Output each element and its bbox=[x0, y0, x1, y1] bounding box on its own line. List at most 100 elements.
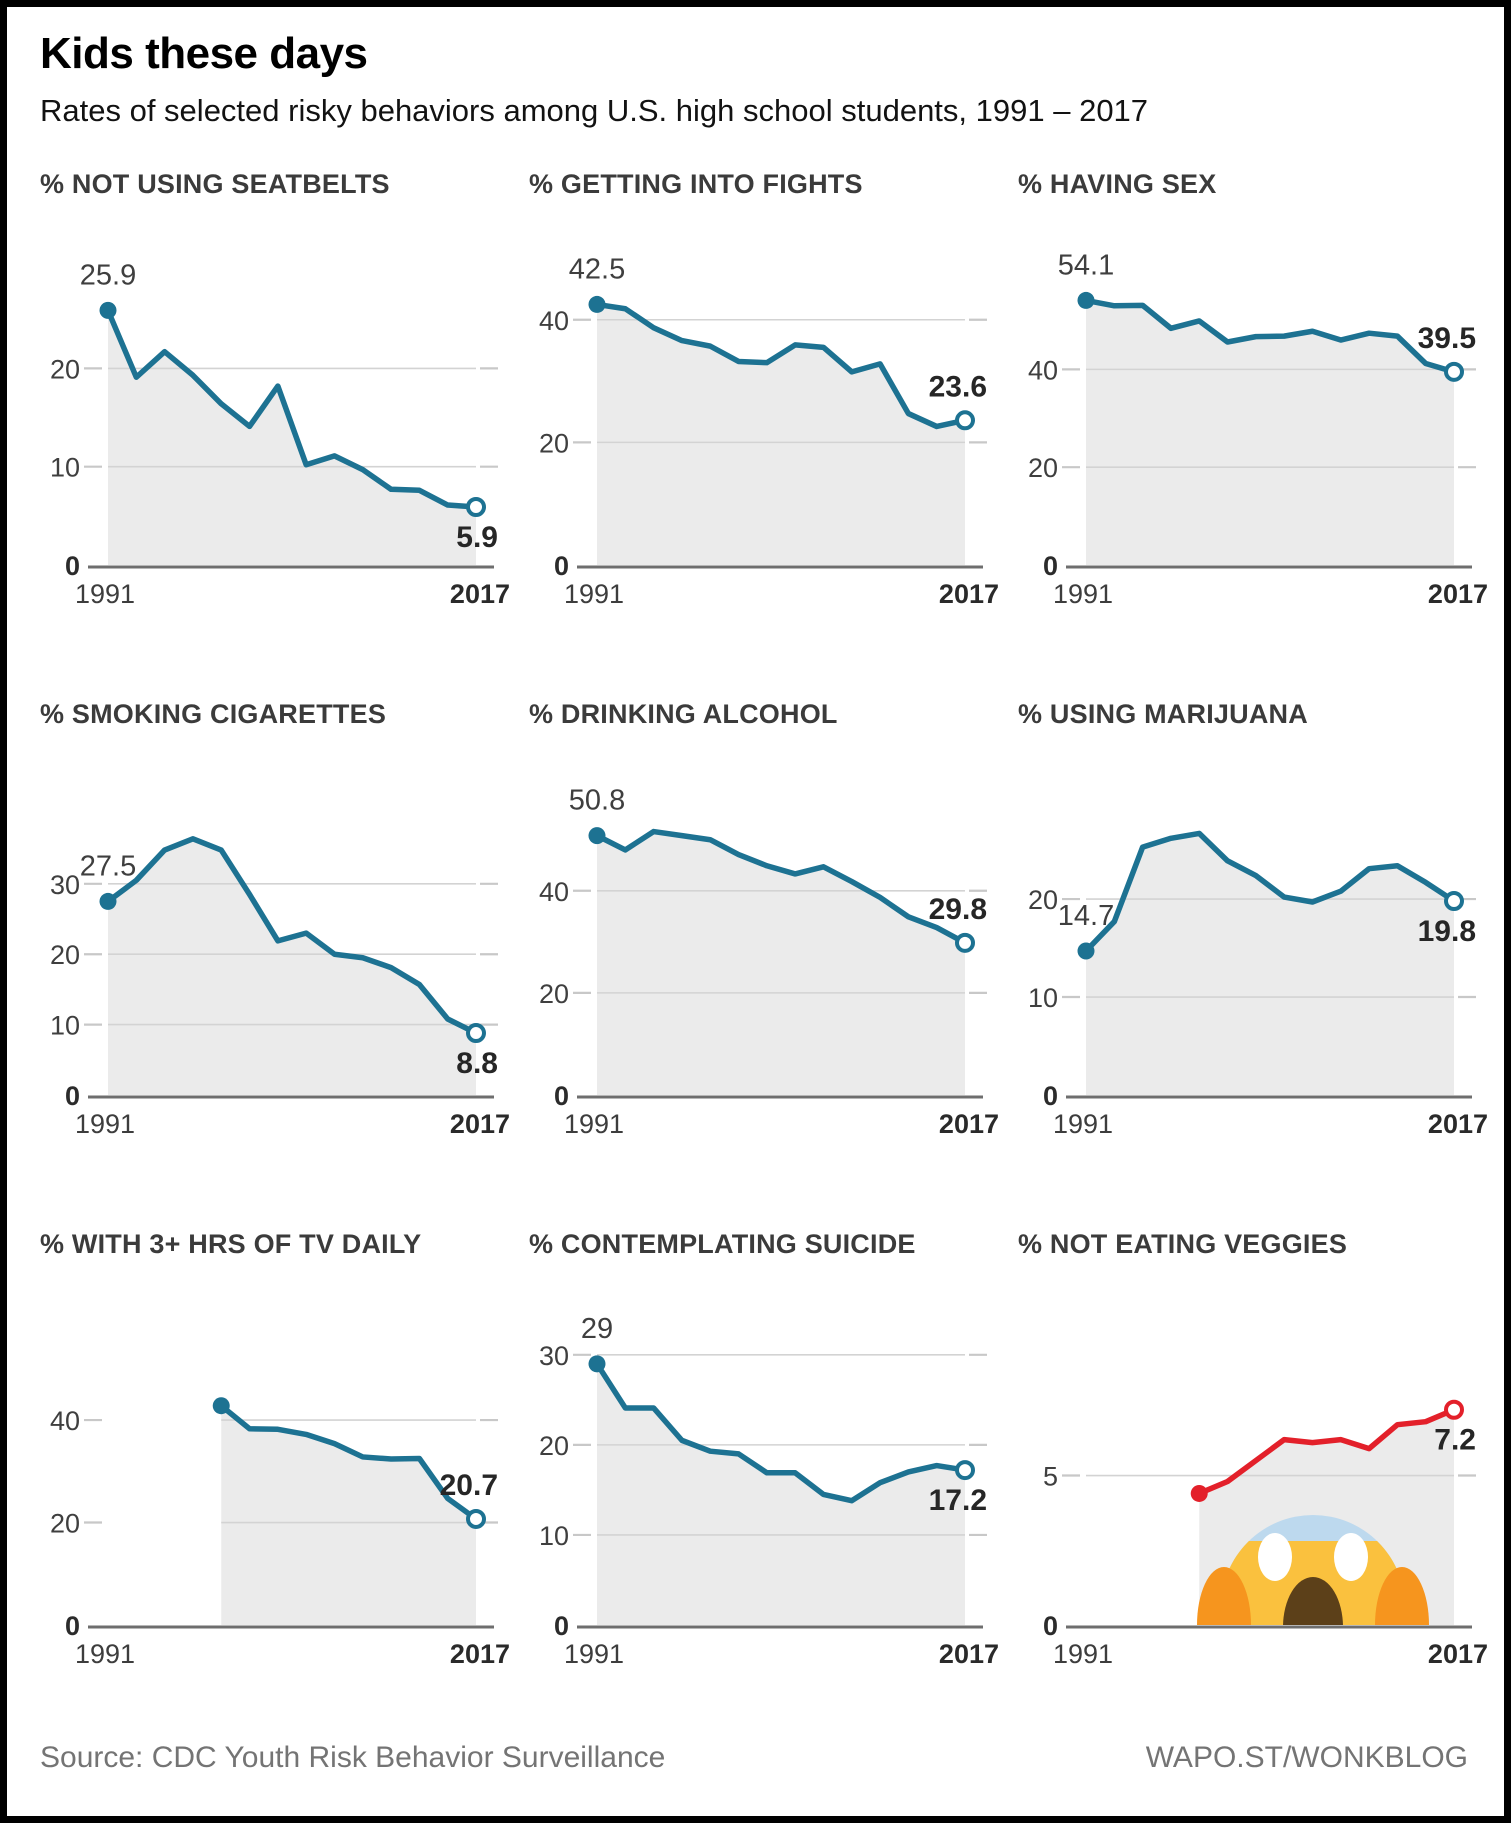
y-zero-label: 0 bbox=[1043, 1081, 1058, 1111]
chart-tile-cigarettes: % SMOKING CIGARETTES 10 20 30 0 27.5 8.8 1991 2… bbox=[40, 699, 520, 1165]
end-dot bbox=[955, 410, 975, 431]
end-dot bbox=[466, 1508, 486, 1529]
y-tick-label: 20 bbox=[1028, 885, 1058, 915]
chart-veggies-plot: 5 0 7.2 1991 2017 bbox=[1043, 1399, 1488, 1669]
y-tick-label: 20 bbox=[539, 428, 569, 458]
chart-tile-suicide: % CONTEMPLATING SUICIDE 10 20 30 0 29 17.2 199… bbox=[529, 1229, 1009, 1695]
brand-text: WAPO.ST/WONKBLOG bbox=[1145, 1740, 1468, 1774]
y-tick-label: 20 bbox=[539, 1431, 569, 1461]
end-dot bbox=[1444, 890, 1464, 911]
year-label-end: 2017 bbox=[450, 1109, 510, 1139]
trend-line bbox=[1198, 1406, 1456, 1496]
y-zero-label: 0 bbox=[65, 551, 80, 581]
y-zero-label: 0 bbox=[65, 1611, 80, 1641]
emoji-hand-left bbox=[1197, 1566, 1251, 1625]
chart-marijuana-plot: 10 20 0 14.7 19.8 1991 2017 bbox=[1028, 830, 1488, 1139]
trend-line bbox=[1085, 297, 1455, 375]
chart-tile-sex: % HAVING SEX 20 40 0 54.1 39.5 1991 2017 bbox=[1018, 169, 1498, 635]
year-label-start: 1991 bbox=[564, 579, 624, 609]
start-dot bbox=[1077, 942, 1095, 960]
page: Kids these days Rates of selected risky … bbox=[7, 7, 1504, 1775]
y-zero-label: 0 bbox=[554, 551, 569, 581]
y-tick-label: 40 bbox=[1028, 355, 1058, 385]
y-zero-label: 0 bbox=[1043, 551, 1058, 581]
chart-tile-alcohol: % DRINKING ALCOHOL 20 40 0 50.8 29.8 1991 2017 bbox=[529, 699, 1009, 1165]
chart-title: % USING MARIJUANA bbox=[1018, 698, 1308, 729]
y-zero-label: 0 bbox=[65, 1081, 80, 1111]
footer: Source: CDC Youth Risk Behavior Surveill… bbox=[40, 1741, 1480, 1775]
chart-tv-plot: 20 40 0 20.7 1991 2017 bbox=[50, 1396, 510, 1669]
year-label-start: 1991 bbox=[1053, 1109, 1113, 1139]
y-tick-label: 40 bbox=[50, 1406, 80, 1436]
trend-line bbox=[219, 1403, 478, 1521]
chart-title: % SMOKING CIGARETTES bbox=[40, 698, 387, 729]
year-label-end: 2017 bbox=[450, 1639, 510, 1669]
scream-emoji bbox=[1197, 1514, 1429, 1625]
chart-title: % WITH 3+ HRS OF TV DAILY bbox=[40, 1228, 422, 1259]
y-tick-label: 20 bbox=[539, 979, 569, 1009]
start-dot bbox=[588, 1355, 606, 1373]
year-label-start: 1991 bbox=[1053, 579, 1113, 609]
year-label-end: 2017 bbox=[1428, 1639, 1488, 1669]
year-label-end: 2017 bbox=[450, 579, 510, 609]
y-tick-label: 30 bbox=[539, 1341, 569, 1371]
y-tick-label: 20 bbox=[50, 940, 80, 970]
start-value-label: 27.5 bbox=[80, 850, 136, 882]
area-fill bbox=[221, 1405, 476, 1625]
area-fill bbox=[108, 838, 476, 1095]
end-dot bbox=[466, 1022, 486, 1043]
start-dot bbox=[1077, 291, 1095, 309]
emoji-eye-right bbox=[1334, 1532, 1368, 1581]
area-fill bbox=[597, 831, 965, 1095]
trend-line bbox=[594, 1362, 966, 1504]
area-fill bbox=[108, 310, 476, 565]
end-dot bbox=[1444, 1399, 1464, 1420]
chart-tile-seatbelts: % NOT USING SEATBELTS 10 20 0 25.9 5.9 1991 20… bbox=[40, 169, 520, 635]
end-value-label: 5.9 bbox=[456, 521, 498, 554]
y-tick-label: 20 bbox=[50, 1508, 80, 1538]
area-fill bbox=[1086, 833, 1454, 1095]
chart-fights-plot: 20 40 0 42.5 23.6 1991 2017 bbox=[539, 253, 999, 609]
trend-line bbox=[1084, 830, 1456, 953]
page-subtitle: Rates of selected risky behaviors among … bbox=[40, 92, 1149, 128]
emoji-hand-right bbox=[1375, 1566, 1429, 1625]
chart-title: % CONTEMPLATING SUICIDE bbox=[529, 1228, 916, 1259]
start-value-label: 50.8 bbox=[569, 784, 625, 816]
y-zero-label: 0 bbox=[1043, 1611, 1058, 1641]
year-label-start: 1991 bbox=[564, 1639, 624, 1669]
chart-title: % NOT USING SEATBELTS bbox=[40, 168, 390, 199]
charts-grid: % NOT USING SEATBELTS 10 20 0 25.9 5.9 1991 20… bbox=[40, 169, 1488, 1695]
end-dot bbox=[466, 496, 486, 517]
year-label-start: 1991 bbox=[564, 1109, 624, 1139]
year-label-end: 2017 bbox=[1428, 579, 1488, 609]
chart-tile-tv: % WITH 3+ HRS OF TV DAILY 20 40 0 20.7 1991 2… bbox=[40, 1229, 520, 1695]
end-dot bbox=[955, 1459, 975, 1480]
start-value-label: 29 bbox=[581, 1313, 613, 1345]
end-dot bbox=[1444, 361, 1464, 382]
chart-title: % HAVING SEX bbox=[1018, 168, 1217, 199]
chart-suicide-plot: 10 20 30 0 29 17.2 1991 2017 bbox=[539, 1313, 999, 1669]
chart-cigarettes-plot: 10 20 30 0 27.5 8.8 1991 2017 bbox=[50, 835, 510, 1139]
year-label-start: 1991 bbox=[75, 1639, 135, 1669]
year-label-start: 1991 bbox=[75, 579, 135, 609]
y-zero-label: 0 bbox=[554, 1081, 569, 1111]
end-value-label: 20.7 bbox=[440, 1469, 498, 1502]
end-value-label: 23.6 bbox=[929, 370, 987, 403]
year-label-end: 2017 bbox=[939, 579, 999, 609]
chart-tile-veggies: % NOT EATING VEGGIES 5 0 7.2 1991 2017 bbox=[1018, 1229, 1498, 1695]
y-tick-label: 30 bbox=[50, 870, 80, 900]
chart-title: % GETTING INTO FIGHTS bbox=[529, 168, 863, 199]
end-value-label: 7.2 bbox=[1434, 1424, 1476, 1457]
end-value-label: 8.8 bbox=[456, 1047, 498, 1080]
start-value-label: 25.9 bbox=[80, 259, 136, 291]
chart-tile-fights: % GETTING INTO FIGHTS 20 40 0 42.5 23.6 1991 2… bbox=[529, 169, 1009, 635]
y-tick-label: 10 bbox=[539, 1521, 569, 1551]
start-dot bbox=[99, 892, 117, 910]
area-fill bbox=[597, 304, 965, 565]
year-label-end: 2017 bbox=[939, 1639, 999, 1669]
chart-title: % NOT EATING VEGGIES bbox=[1018, 1228, 1348, 1259]
start-dot bbox=[588, 295, 606, 313]
start-value-label: 42.5 bbox=[569, 253, 625, 285]
chart-sex-plot: 20 40 0 54.1 39.5 1991 2017 bbox=[1028, 249, 1488, 609]
y-tick-label: 20 bbox=[50, 354, 80, 384]
